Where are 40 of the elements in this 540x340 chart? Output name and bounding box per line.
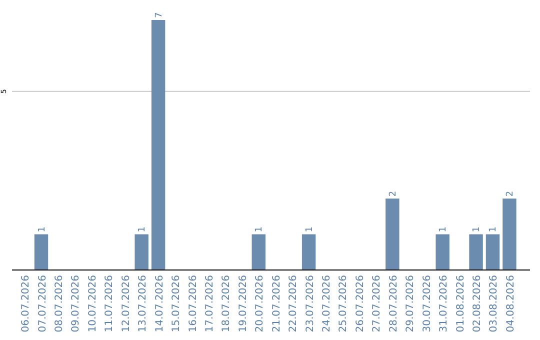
x-tick-label: 31.07.2026 xyxy=(438,275,450,332)
x-tick-label: 18.07.2026 xyxy=(221,275,232,332)
x-tick-label: 21.07.2026 xyxy=(271,275,282,332)
x-tick-label: 22.07.2026 xyxy=(288,275,300,332)
data-label: 1 xyxy=(472,226,482,232)
x-tick-label: 11.07.2026 xyxy=(104,275,116,332)
x-tick-label: 10.07.2026 xyxy=(87,275,98,332)
x-tick-label: 20.07.2026 xyxy=(254,275,266,332)
x-tick-label: 15.07.2026 xyxy=(171,275,182,332)
x-tick-label: 12.07.2026 xyxy=(120,275,132,332)
x-tick-label: 23.07.2026 xyxy=(304,275,316,332)
x-tick-label: 19.07.2026 xyxy=(238,275,249,332)
x-tick-label: 07.07.2026 xyxy=(37,275,48,332)
data-label: 7 xyxy=(154,12,164,18)
x-tick-label: 28.07.2026 xyxy=(388,275,400,332)
x-tick-label: 08.07.2026 xyxy=(54,275,65,332)
data-label: 1 xyxy=(438,226,449,232)
x-tick-label: 03.08.2026 xyxy=(488,275,500,332)
data-label: 1 xyxy=(37,226,48,232)
x-tick-label: 26.07.2026 xyxy=(354,275,366,332)
data-label: 2 xyxy=(505,190,516,197)
x-tick-label: 01.08.2026 xyxy=(455,275,466,332)
x-tick-label: 29.07.2026 xyxy=(405,275,416,332)
data-label: 1 xyxy=(138,226,148,232)
x-tick-label: 30.07.2026 xyxy=(422,275,433,332)
x-tick-label: 02.08.2026 xyxy=(472,275,484,332)
x-tick-label: 24.07.2026 xyxy=(322,275,333,332)
data-label: 1 xyxy=(488,226,499,232)
data-label: 2 xyxy=(388,190,398,197)
x-tick-label: 06.07.2026 xyxy=(20,275,32,332)
data-label: 1 xyxy=(304,226,315,232)
data-label: 1 xyxy=(254,226,265,232)
x-tick-label: 04.08.2026 xyxy=(505,275,516,332)
x-tick-label: 27.07.2026 xyxy=(372,275,383,332)
x-tick-label: 14.07.2026 xyxy=(154,275,166,332)
x-tick-label: 13.07.2026 xyxy=(138,275,149,332)
x-tick-label: 17.07.2026 xyxy=(204,275,216,332)
x-tick-label: 09.07.2026 xyxy=(70,275,82,332)
x-tick-label: 16.07.2026 xyxy=(188,275,199,332)
x-tick-label: 25.07.2026 xyxy=(338,275,350,332)
